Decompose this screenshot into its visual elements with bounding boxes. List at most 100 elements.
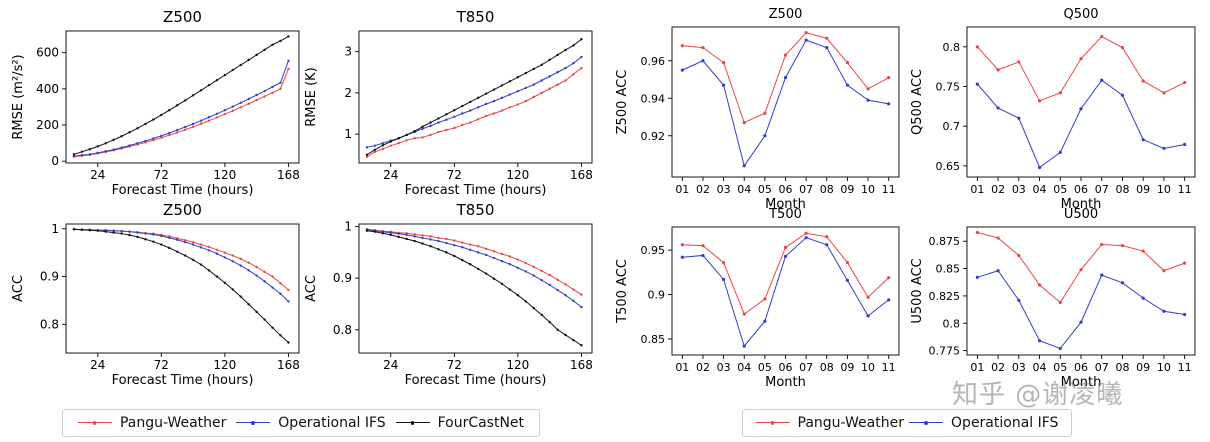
data-point: [469, 121, 472, 124]
series-line: [976, 35, 1185, 102]
data-point: [429, 124, 432, 128]
data-point: [1058, 300, 1062, 305]
x-tick-label: 10: [1157, 361, 1171, 374]
y-tick-label: 600: [36, 46, 59, 60]
data-point: [476, 267, 480, 271]
data-point: [152, 118, 155, 121]
series-ifs: [365, 55, 583, 149]
y-tick-label: 1: [51, 222, 59, 236]
data-point: [405, 133, 408, 137]
data-point: [783, 245, 788, 250]
x-tick-label: 06: [779, 183, 793, 196]
data-point: [783, 53, 788, 57]
data-point: [1141, 296, 1145, 300]
data-point: [556, 288, 559, 292]
data-point: [866, 87, 870, 91]
data-point: [199, 89, 203, 92]
data-point: [176, 250, 179, 253]
x-tick-label: 09: [840, 361, 854, 374]
data-point: [445, 241, 448, 245]
data-point: [160, 136, 163, 139]
series-fourcastnet: [72, 35, 290, 156]
x-tick-label: 08: [820, 183, 834, 196]
data-point: [72, 153, 76, 156]
data-point: [263, 89, 266, 93]
y-tick-label: 0.95: [641, 244, 666, 257]
data-point: [701, 244, 705, 248]
data-point: [168, 246, 171, 250]
data-point: [279, 87, 282, 91]
data-point: [508, 80, 512, 83]
data-point: [271, 91, 274, 94]
x-tick-label: 168: [570, 358, 593, 372]
data-point: [136, 235, 139, 239]
data-point: [128, 144, 131, 147]
x-tick-label: 11: [1178, 183, 1192, 196]
data-point: [144, 232, 147, 235]
data-point: [763, 319, 767, 323]
data-point: [160, 113, 163, 117]
data-point: [136, 142, 139, 145]
x-axis-label: Month: [1061, 375, 1102, 390]
data-point: [1079, 268, 1083, 272]
x-tick-label: 03: [717, 183, 731, 196]
data-point: [564, 294, 567, 297]
data-point: [556, 53, 559, 57]
data-point: [548, 273, 551, 277]
data-point: [215, 248, 219, 251]
data-point: [453, 126, 456, 130]
data-point: [96, 151, 99, 155]
data-point: [405, 139, 408, 142]
series-line: [73, 228, 289, 302]
data-point: [168, 236, 171, 240]
data-point: [1037, 283, 1042, 287]
data-point: [421, 236, 424, 240]
data-point: [445, 237, 448, 241]
data-point: [887, 276, 891, 280]
series-line: [366, 229, 582, 308]
data-point: [564, 333, 567, 337]
data-point: [500, 96, 504, 100]
x-tick-label: 24: [383, 358, 398, 372]
data-point: [191, 125, 195, 129]
data-point: [88, 229, 92, 232]
chart-title: Z500: [163, 8, 202, 26]
series-ifs: [975, 269, 1187, 351]
data-point: [825, 243, 829, 247]
data-point: [516, 266, 520, 270]
data-point: [564, 79, 567, 82]
y-tick-label: 0.75: [936, 81, 961, 94]
data-point: [271, 85, 274, 89]
series-ifs: [975, 78, 1187, 170]
data-point: [168, 133, 171, 137]
data-point: [223, 251, 227, 254]
data-point: [255, 274, 258, 277]
data-point: [389, 144, 392, 147]
data-point: [271, 43, 274, 46]
data-point: [804, 38, 808, 42]
x-tick-label: 168: [570, 168, 593, 182]
chart-acc-z500: Z500 24 72 120 168 0.8 0.9 1 Forecast Time (hour…: [11, 201, 300, 388]
y-axis-label: RMSE (K): [304, 67, 319, 127]
data-point: [429, 133, 432, 137]
data-point: [421, 234, 424, 237]
series-ifs: [72, 59, 290, 158]
legend-label: Operational IFS: [951, 415, 1059, 431]
data-point: [152, 233, 155, 236]
x-tick-label: 24: [90, 358, 105, 372]
data-point: [975, 45, 979, 49]
data-point: [500, 84, 504, 87]
data-point: [540, 313, 543, 317]
series-line: [366, 67, 582, 158]
data-point: [453, 254, 456, 258]
data-point: [469, 109, 472, 112]
data-point: [287, 341, 290, 344]
x-tick-label: 08: [820, 361, 834, 374]
data-point: [104, 150, 107, 153]
data-point: [866, 98, 870, 102]
chart-title: U500: [1064, 207, 1098, 222]
data-point: [469, 243, 472, 246]
x-tick-label: 04: [737, 183, 751, 196]
data-point: [215, 112, 219, 116]
data-point: [532, 83, 535, 86]
